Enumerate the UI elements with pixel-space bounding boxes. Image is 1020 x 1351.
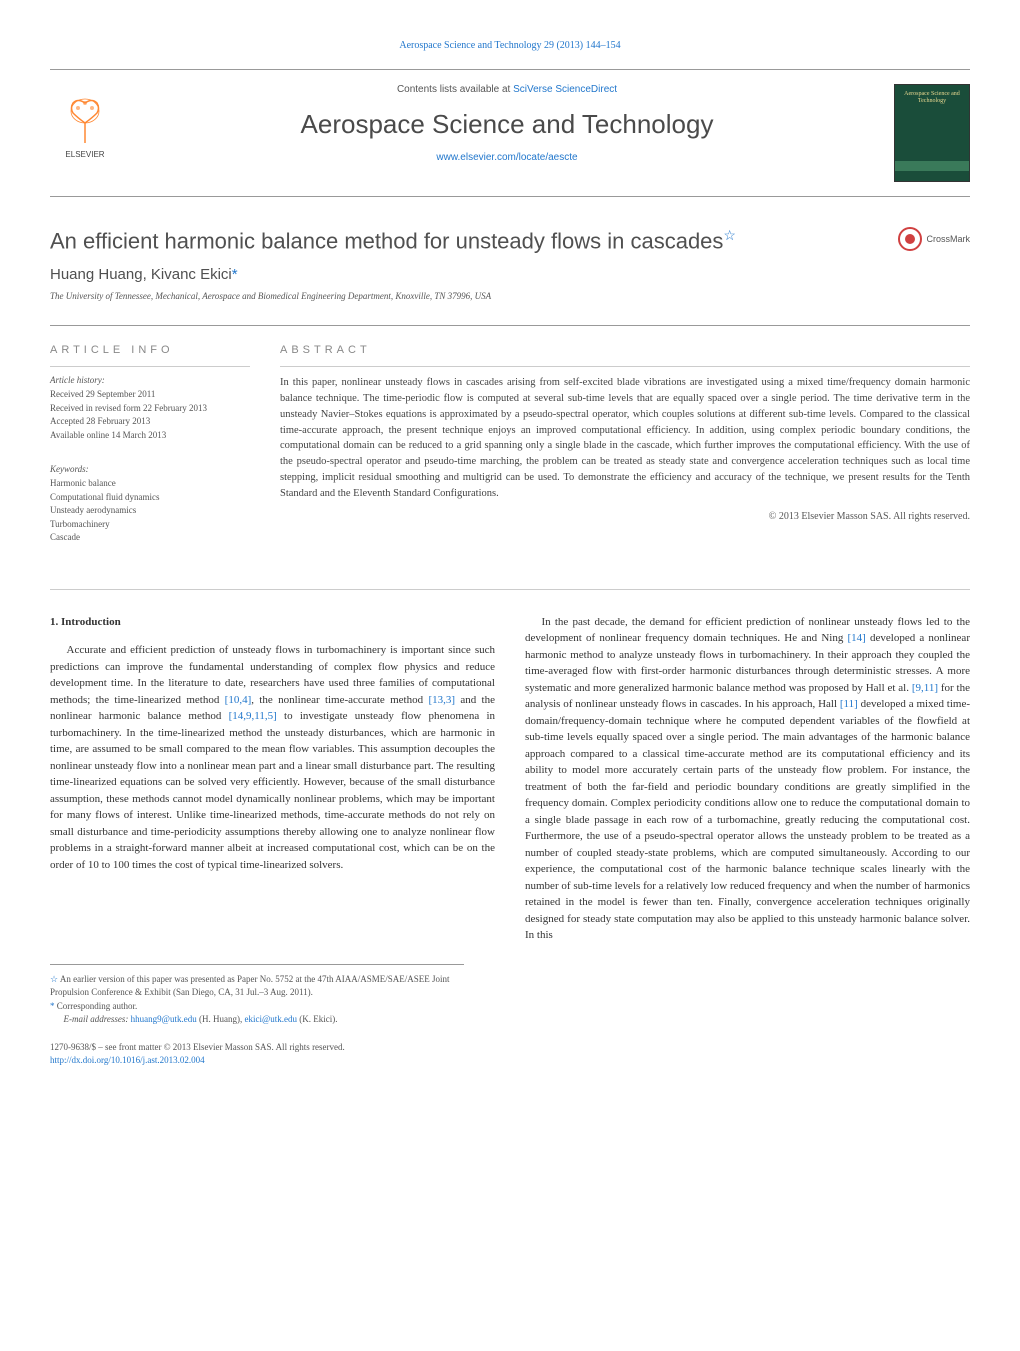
doi-link[interactable]: http://dx.doi.org/10.1016/j.ast.2013.02.… — [50, 1054, 970, 1068]
abstract-label: abstract — [280, 344, 970, 356]
email-label: E-mail addresses: — [64, 1014, 131, 1024]
footnote-star-mark: ☆ — [50, 974, 58, 984]
footnote-corr-text: Corresponding author. — [55, 1001, 138, 1011]
footnotes: ☆ An earlier version of this paper was p… — [50, 964, 464, 1027]
contents-lists-line: Contents lists available at SciVerse Sci… — [140, 84, 874, 95]
journal-title: Aerospace Science and Technology — [140, 109, 874, 140]
col2-text-d: developed a mixed time-domain/frequency-… — [525, 698, 970, 941]
email-1[interactable]: hhuang9@utk.edu — [131, 1014, 197, 1024]
footnote-corresponding: * Corresponding author. — [50, 1000, 464, 1014]
ref-11[interactable]: [11] — [840, 698, 858, 710]
history-heading: Article history: — [50, 375, 250, 385]
abstract-text: In this paper, nonlinear unsteady flows … — [280, 366, 970, 501]
corresponding-mark: * — [232, 266, 238, 283]
authors-text: Huang Huang, Kivanc Ekici — [50, 266, 232, 283]
footnote-earlier-version: ☆ An earlier version of this paper was p… — [50, 973, 464, 1000]
article-history-block: Article history: Received 29 September 2… — [50, 366, 250, 442]
title-footnote-mark: ☆ — [723, 227, 736, 243]
col1-text-d: to investigate unsteady flow phenomena i… — [50, 710, 495, 871]
issn-line: 1270-9638/$ – see front matter © 2013 El… — [50, 1041, 970, 1055]
email-2[interactable]: ekici@utk.edu — [244, 1014, 297, 1024]
abstract-column: abstract In this paper, nonlinear unstea… — [280, 344, 970, 559]
intro-paragraph-2: In the past decade, the demand for effic… — [525, 614, 970, 944]
article-title-row: An efficient harmonic balance method for… — [50, 227, 970, 254]
publisher-logo: ELSEVIER — [50, 84, 120, 159]
footnote-star-text: An earlier version of this paper was pre… — [50, 974, 450, 998]
crossmark-icon — [898, 227, 922, 251]
keywords-block: Keywords: Harmonic balance Computational… — [50, 456, 250, 545]
crossmark-badge[interactable]: CrossMark — [898, 227, 970, 251]
footer-block: 1270-9638/$ – see front matter © 2013 El… — [50, 1041, 970, 1068]
cover-title: Aerospace Science and Technology — [895, 85, 969, 105]
info-abstract-row: article info Article history: Received 2… — [50, 325, 970, 559]
ref-14[interactable]: [14] — [848, 632, 866, 644]
ref-9-11[interactable]: [9,11] — [912, 682, 938, 694]
journal-masthead: ELSEVIER Contents lists available at Sci… — [50, 69, 970, 197]
sciencedirect-link[interactable]: SciVerse ScienceDirect — [513, 84, 617, 95]
article-info-column: article info Article history: Received 2… — [50, 344, 250, 559]
email-1-name: (H. Huang), — [197, 1014, 245, 1024]
ref-14-9-11-5[interactable]: [14,9,11,5] — [229, 710, 277, 722]
history-lines: Received 29 September 2011 Received in r… — [50, 388, 250, 442]
journal-homepage-link[interactable]: www.elsevier.com/locate/aescte — [140, 152, 874, 163]
body-column-right: In the past decade, the demand for effic… — [525, 614, 970, 944]
ref-13-3[interactable]: [13,3] — [428, 694, 455, 706]
col1-text-b: , the nonlinear time-accurate method — [251, 694, 428, 706]
body-column-left: 1. Introduction Accurate and efficient p… — [50, 614, 495, 944]
intro-heading: 1. Introduction — [50, 614, 495, 631]
email-2-name: (K. Ekici). — [297, 1014, 338, 1024]
ref-10-4[interactable]: [10,4] — [225, 694, 252, 706]
crossmark-label: CrossMark — [926, 234, 970, 244]
keywords-lines: Harmonic balance Computational fluid dyn… — [50, 477, 250, 545]
journal-cover-thumbnail: Aerospace Science and Technology — [894, 84, 970, 182]
publisher-name: ELSEVIER — [65, 150, 104, 159]
keywords-heading: Keywords: — [50, 464, 250, 474]
journal-center: Contents lists available at SciVerse Sci… — [120, 84, 894, 163]
contents-prefix: Contents lists available at — [397, 84, 513, 95]
authors-line: Huang Huang, Kivanc Ekici* — [50, 266, 970, 283]
cover-band — [895, 161, 969, 171]
article-title-text: An efficient harmonic balance method for… — [50, 228, 723, 253]
footnote-emails: E-mail addresses: hhuang9@utk.edu (H. Hu… — [50, 1013, 464, 1027]
article-info-label: article info — [50, 344, 250, 356]
header-citation: Aerospace Science and Technology 29 (201… — [50, 40, 970, 51]
elsevier-tree-icon — [58, 93, 113, 148]
affiliation: The University of Tennessee, Mechanical,… — [50, 291, 970, 301]
article-title: An efficient harmonic balance method for… — [50, 227, 736, 254]
intro-paragraph-1: Accurate and efficient prediction of uns… — [50, 642, 495, 873]
copyright-line: © 2013 Elsevier Masson SAS. All rights r… — [280, 511, 970, 522]
body-columns: 1. Introduction Accurate and efficient p… — [50, 589, 970, 944]
